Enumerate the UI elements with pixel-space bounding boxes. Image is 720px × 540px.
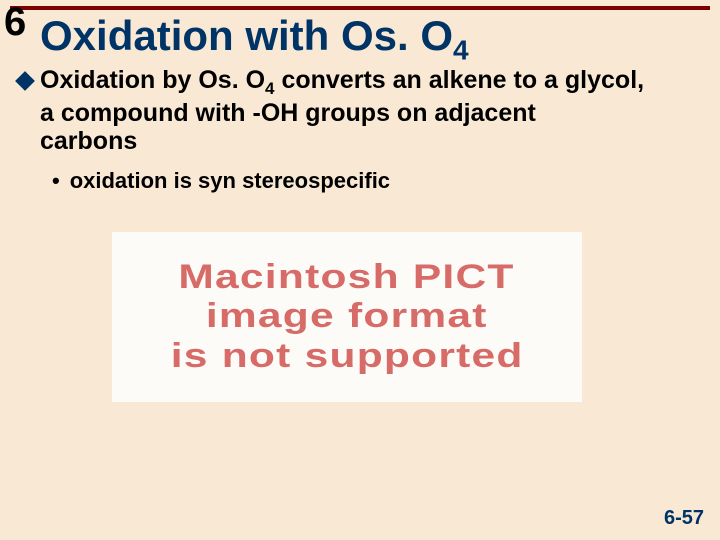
- bullet-line1-post: converts an alkene to a glycol,: [275, 66, 645, 94]
- bullet-line1-pre: Oxidation by Os. O: [40, 66, 265, 94]
- page-number: 6-57: [664, 507, 704, 530]
- bullet-line1-sub: 4: [265, 79, 274, 98]
- pict-placeholder: Macintosh PICT image format is not suppo…: [112, 232, 582, 402]
- slide-title: Oxidation with Os. O4: [40, 12, 469, 66]
- bullet-text: Oxidation by Os. O4 converts an alkene t…: [40, 66, 644, 156]
- title-subscript: 4: [453, 34, 469, 65]
- bullet-line2: a compound with -OH groups on adjacent: [40, 99, 536, 127]
- sub-bullet: • oxidation is syn stereospecific: [52, 168, 702, 194]
- sub-bullet-text: oxidation is syn stereospecific: [70, 168, 390, 193]
- pict-line1: Macintosh PICT: [179, 258, 515, 297]
- title-text: Oxidation with Os. O: [40, 12, 453, 59]
- top-rule: [10, 6, 710, 10]
- chapter-number: 6: [4, 0, 26, 45]
- pict-line2: image format: [206, 297, 488, 336]
- diamond-bullet-icon: [15, 71, 35, 91]
- pict-line3: is not supported: [171, 337, 524, 376]
- main-bullet: Oxidation by Os. O4 converts an alkene t…: [18, 66, 702, 156]
- dot-bullet-icon: •: [52, 168, 60, 193]
- bullet-line3: carbons: [40, 127, 137, 155]
- body-content: Oxidation by Os. O4 converts an alkene t…: [18, 66, 702, 194]
